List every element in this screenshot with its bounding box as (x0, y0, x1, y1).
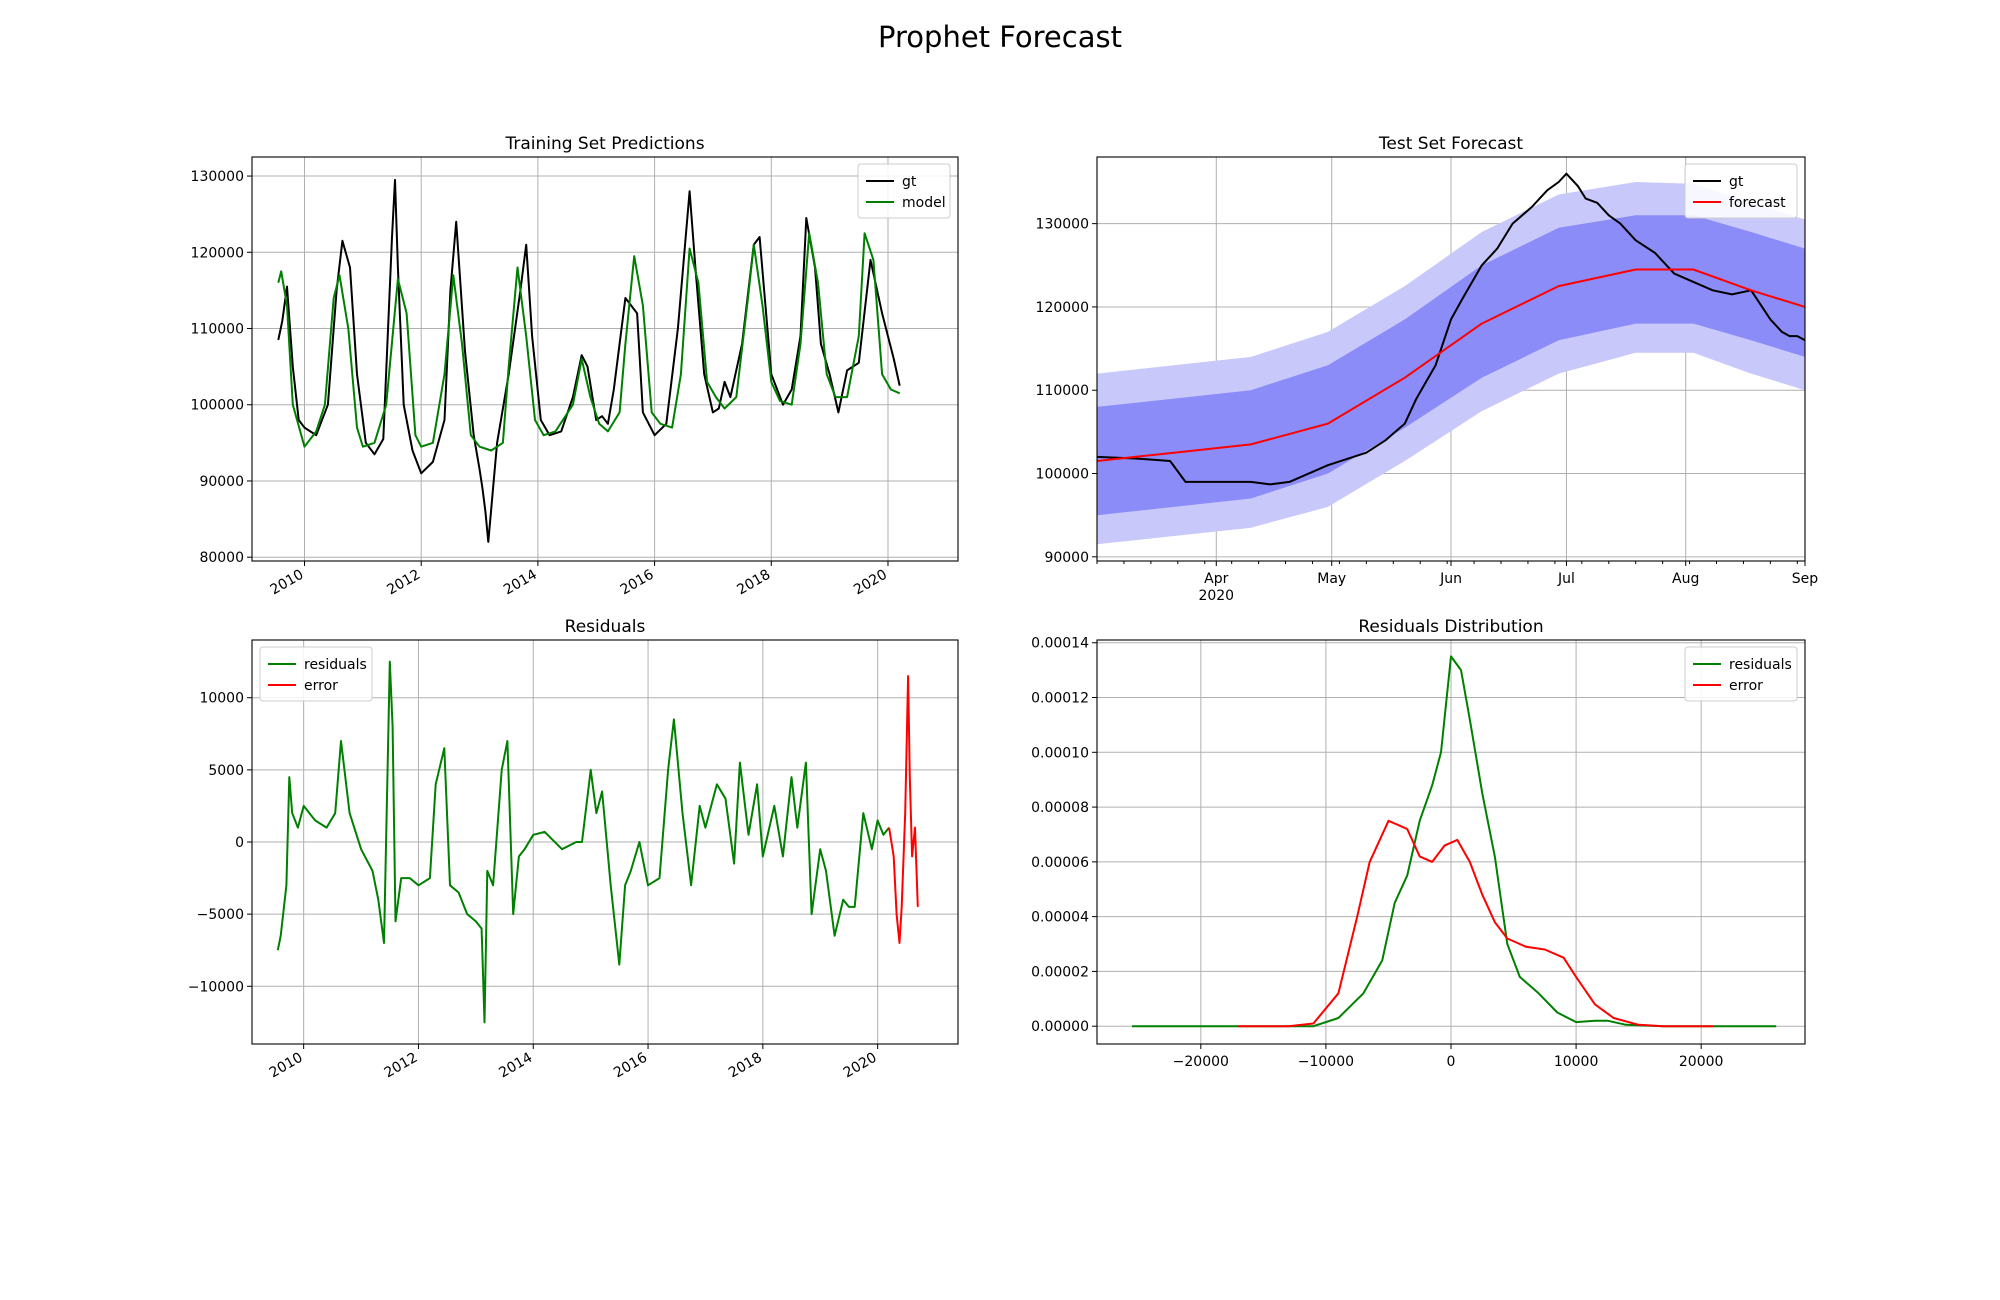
y-tick-label: 0.00000 (1031, 1019, 1089, 1035)
panel-title: Training Set Predictions (504, 134, 704, 154)
y-tick-label: −10000 (188, 979, 244, 995)
y-tick-label: 130000 (191, 169, 244, 185)
panel-title: Residuals (565, 617, 646, 637)
x-tick-label: 10000 (1554, 1054, 1599, 1070)
x-tick-label: 20000 (1679, 1054, 1724, 1070)
y-tick-label: 0.00004 (1031, 910, 1089, 926)
legend: gt forecast (1684, 163, 1798, 219)
plot-area (277, 178, 901, 543)
y-tick-label: 0.00008 (1031, 800, 1089, 816)
x-tick-label: 0 (1447, 1054, 1456, 1070)
series-line-model (277, 232, 901, 452)
plot-area (1132, 655, 1777, 1028)
y-tick-label: 110000 (1036, 383, 1089, 399)
y-tick-label: 0 (235, 835, 244, 851)
series-line-forecast (1097, 268, 1805, 462)
legend-box (857, 163, 951, 219)
y-tick-label: 100000 (191, 398, 244, 414)
series-line-error (888, 675, 919, 944)
x-tick-label: −10000 (1298, 1054, 1354, 1070)
y-tick-label: 0.00002 (1031, 964, 1089, 980)
figure-suptitle: Prophet Forecast (878, 20, 1122, 54)
y-tick-label: 0.00014 (1031, 636, 1089, 652)
legend-label-gt: gt (1729, 174, 1744, 190)
y-tick-label: 120000 (1036, 300, 1089, 316)
confidence-band-inner (1097, 215, 1805, 516)
x-tick-label: May (1317, 571, 1346, 587)
legend-label-error: error (304, 678, 338, 694)
x-tick-label: Aug (1672, 571, 1699, 587)
y-tick-label: 0.00010 (1031, 745, 1089, 761)
y-tick-label: 0.00006 (1031, 855, 1089, 871)
legend-label-model: model (902, 195, 946, 211)
y-tick-label: 110000 (191, 322, 244, 338)
y-tick-label: 5000 (208, 763, 244, 779)
legend: residuals error (1684, 646, 1798, 702)
legend-label-residuals: residuals (304, 657, 367, 673)
panel-title: Test Set Forecast (1378, 134, 1523, 154)
series-line-gt (1097, 172, 1805, 486)
x-year-label: 2020 (1198, 588, 1234, 604)
y-tick-label: 90000 (199, 474, 244, 490)
y-tick-label: 120000 (191, 245, 244, 261)
x-tick-label: −20000 (1173, 1054, 1229, 1070)
x-tick-label: Jul (1557, 571, 1575, 587)
y-tick-label: 100000 (1036, 467, 1089, 483)
axes-frame (251, 156, 959, 562)
y-tick-label: 0.00012 (1031, 691, 1089, 707)
legend-label-gt: gt (902, 174, 917, 190)
y-tick-label: 80000 (199, 550, 244, 566)
panel-title: Residuals Distribution (1358, 617, 1543, 637)
series-line-residuals (276, 660, 890, 1024)
series-line-error (1238, 819, 1714, 1028)
legend-box (1684, 646, 1798, 702)
series-line-residuals (1132, 655, 1777, 1028)
legend-label-error: error (1729, 678, 1763, 694)
x-tick-label: Apr (1204, 571, 1228, 587)
y-tick-label: −5000 (197, 907, 244, 923)
plot-area (1097, 172, 1805, 545)
x-tick-label: Jun (1439, 571, 1462, 587)
panel-test-set-forecast: Test Set Forecast 90000 100000 110000 120000… (1036, 134, 1819, 604)
legend-box (259, 646, 373, 702)
panel-residuals-distribution: Residuals Distribution 0.00000 0.00002 0.00… (1031, 617, 1806, 1070)
legend-label-forecast: forecast (1729, 195, 1786, 211)
y-tick-label: 90000 (1044, 550, 1089, 566)
y-tick-label: 10000 (199, 691, 244, 707)
x-tick-label: Sep (1792, 571, 1819, 587)
plot-area (276, 660, 919, 1024)
legend-box (1684, 163, 1798, 219)
legend: residuals error (259, 646, 373, 702)
legend-label-residuals: residuals (1729, 657, 1792, 673)
legend: gt model (857, 163, 951, 219)
y-tick-label: 130000 (1036, 217, 1089, 233)
series-line-gt (277, 178, 901, 543)
